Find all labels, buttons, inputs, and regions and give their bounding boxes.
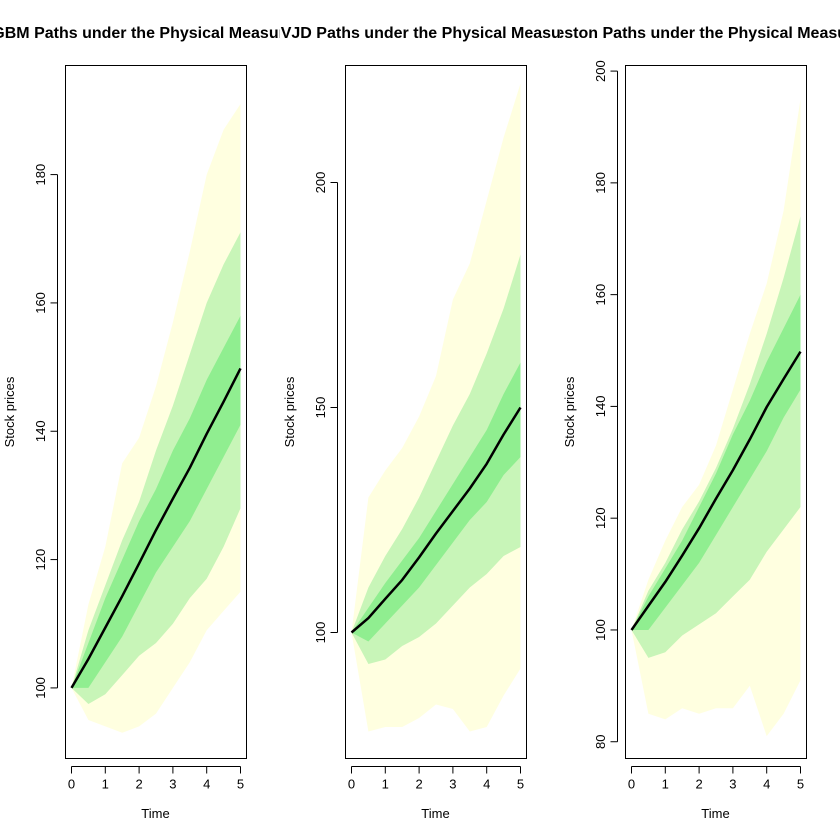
- y-axis: 100 150 200: [313, 172, 338, 644]
- band-inner: [351, 362, 521, 642]
- y-tick-label: 120: [33, 549, 48, 571]
- band-inner: [71, 315, 241, 688]
- x-axis: 0 1 2 3 4 5: [68, 766, 244, 792]
- panel-svjd: SVJD Paths under the Physical Measure 10…: [270, 25, 576, 821]
- x-tick-label: 2: [415, 777, 422, 792]
- plot-frame: [345, 65, 527, 759]
- x-tick-label: 5: [517, 777, 524, 792]
- y-tick-label: 140: [33, 420, 48, 442]
- band-mid: [631, 216, 801, 658]
- median-line: [350, 406, 522, 634]
- chart-title: GBM Paths under the Physical Measure: [0, 25, 294, 42]
- y-tick-label: 140: [593, 396, 608, 418]
- x-axis: 0 1 2 3 4 5: [348, 766, 524, 792]
- x-tick-label: 4: [483, 777, 490, 792]
- y-tick-label: 180: [33, 164, 48, 186]
- x-axis: 0 1 2 3 4 5: [628, 766, 804, 792]
- y-axis-title: Stock prices: [282, 376, 297, 447]
- y-tick-label: 180: [593, 172, 608, 194]
- x-tick-label: 4: [203, 777, 210, 792]
- y-tick-label: 100: [33, 677, 48, 699]
- x-tick-label: 1: [382, 777, 389, 792]
- x-tick-label: 0: [68, 777, 75, 792]
- y-tick-label: 80: [593, 734, 608, 748]
- chart-title: SVJD Paths under the Physical Measure: [270, 25, 576, 42]
- plot-bands: [71, 104, 241, 733]
- median-line: [70, 367, 242, 689]
- median-line: [630, 350, 802, 631]
- plot-bands: [631, 99, 801, 737]
- y-tick-label: 100: [593, 619, 608, 641]
- x-tick-label: 5: [237, 777, 244, 792]
- plot-bands: [351, 83, 521, 732]
- y-tick-label: 100: [313, 622, 328, 644]
- chart-title: Heston Paths under the Physical Measure: [544, 25, 840, 42]
- x-tick-label: 4: [763, 777, 770, 792]
- plot-frame: [625, 65, 807, 759]
- y-tick-label: 160: [593, 284, 608, 306]
- x-tick-label: 1: [662, 777, 669, 792]
- y-tick-label: 200: [313, 172, 328, 194]
- y-axis: 100 120 140 160 180: [33, 164, 58, 699]
- x-tick-label: 2: [135, 777, 142, 792]
- band-mid: [351, 254, 521, 664]
- y-tick-label: 120: [593, 507, 608, 529]
- x-tick-label: 1: [102, 777, 109, 792]
- x-tick-label: 0: [628, 777, 635, 792]
- y-tick-label: 150: [313, 397, 328, 419]
- band-inner: [631, 294, 801, 630]
- panel-heston: Heston Paths under the Physical Measure …: [544, 25, 840, 821]
- x-axis-title: Time: [141, 806, 169, 821]
- y-tick-label: 200: [593, 60, 608, 82]
- y-axis: 80 100 120 140 160 180 200: [593, 60, 618, 749]
- x-axis-title: Time: [701, 806, 729, 821]
- panel-gbm: GBM Paths under the Physical Measure 100…: [0, 25, 294, 821]
- y-axis-title: Stock prices: [562, 376, 577, 447]
- x-tick-label: 5: [797, 777, 804, 792]
- x-axis-title: Time: [421, 806, 449, 821]
- x-tick-label: 3: [449, 777, 456, 792]
- plot-frame: [65, 65, 247, 759]
- y-axis-title: Stock prices: [2, 376, 17, 447]
- x-tick-label: 3: [169, 777, 176, 792]
- x-tick-label: 0: [348, 777, 355, 792]
- y-tick-label: 160: [33, 292, 48, 314]
- x-tick-label: 3: [729, 777, 736, 792]
- x-tick-label: 2: [695, 777, 702, 792]
